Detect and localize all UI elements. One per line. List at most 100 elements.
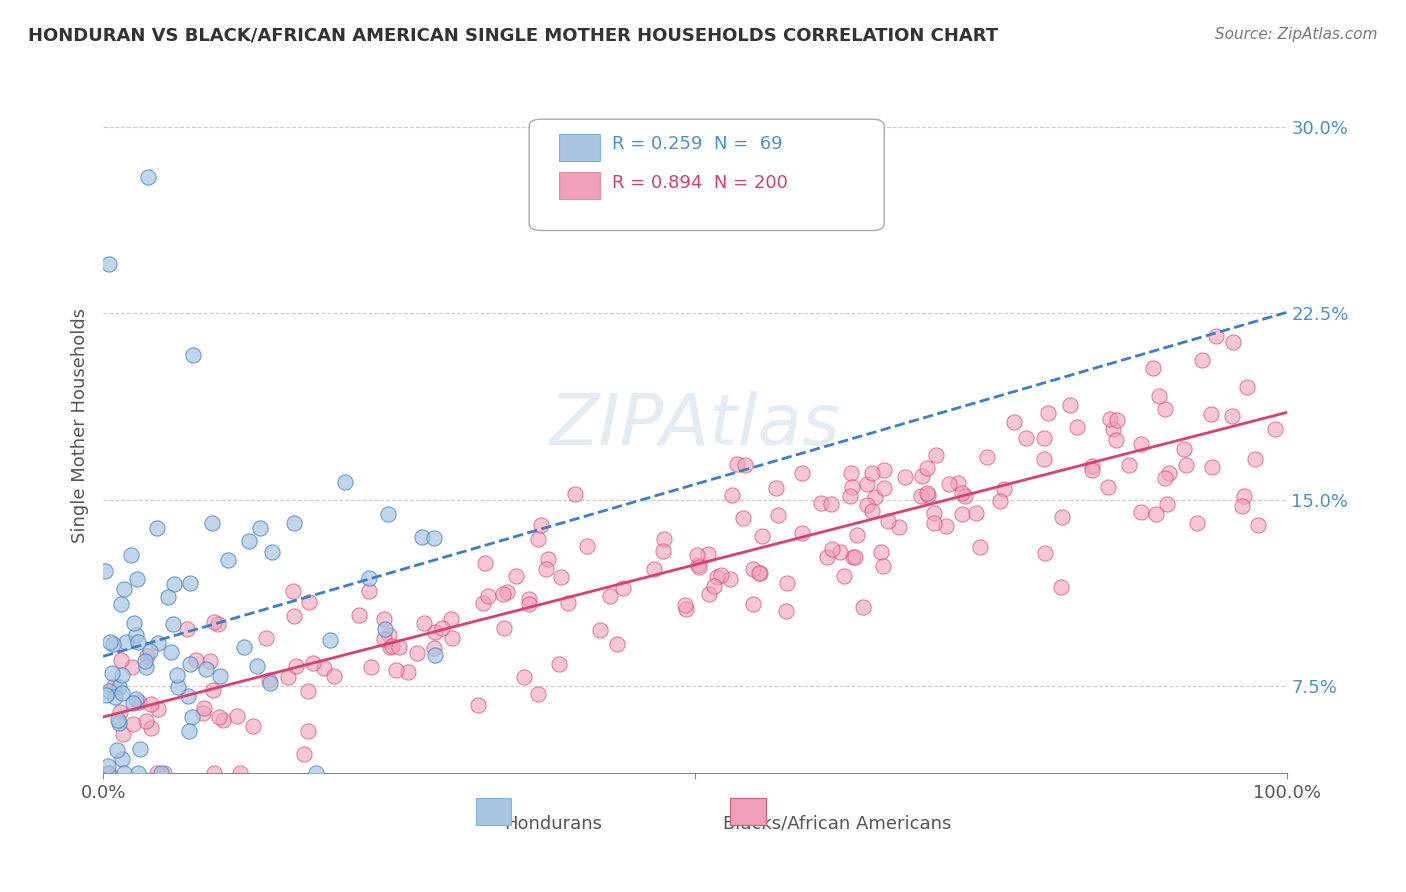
Point — [208, 710, 231, 724]
Point — [112, 766, 135, 780]
Point — [495, 585, 517, 599]
Point — [145, 766, 167, 780]
Point — [312, 661, 335, 675]
Point — [135, 714, 157, 729]
Point — [536, 552, 558, 566]
Point — [111, 727, 134, 741]
Point — [1081, 462, 1104, 476]
Point — [238, 533, 260, 548]
Point — [135, 659, 157, 673]
Point — [193, 701, 215, 715]
Point — [1247, 517, 1270, 532]
Point — [114, 634, 136, 648]
Point — [101, 665, 124, 680]
Text: Blacks/African Americans: Blacks/African Americans — [723, 815, 950, 833]
Point — [425, 624, 447, 639]
Point — [194, 662, 217, 676]
Point — [915, 486, 938, 500]
Point — [1232, 499, 1254, 513]
Point — [125, 628, 148, 642]
Point — [938, 476, 960, 491]
Point — [136, 169, 159, 184]
Point — [226, 709, 249, 723]
Point — [423, 531, 446, 545]
Point — [323, 668, 346, 682]
Point — [373, 632, 395, 646]
Point — [167, 680, 190, 694]
Point — [378, 628, 401, 642]
Point — [1002, 415, 1025, 429]
Point — [706, 569, 728, 583]
Point — [917, 488, 939, 502]
Point — [1033, 430, 1056, 444]
Point — [98, 766, 121, 780]
Point — [870, 545, 893, 559]
Point — [1050, 580, 1073, 594]
Point — [643, 562, 665, 576]
Point — [1157, 467, 1180, 481]
Point — [97, 766, 120, 780]
Point — [1199, 407, 1222, 421]
Point — [1015, 431, 1038, 445]
Point — [467, 698, 489, 712]
Point — [201, 516, 224, 530]
Point — [179, 576, 201, 591]
Point — [108, 680, 131, 694]
Point — [374, 622, 396, 636]
Point — [721, 488, 744, 502]
Point — [191, 706, 214, 721]
Point — [432, 621, 454, 635]
Point — [734, 458, 756, 472]
Point — [112, 582, 135, 597]
Point — [946, 475, 969, 490]
Point — [894, 470, 917, 484]
Point — [129, 742, 152, 756]
Point — [283, 609, 305, 624]
Point — [872, 558, 894, 573]
Point — [202, 615, 225, 629]
Point — [856, 498, 879, 512]
Point — [513, 669, 536, 683]
Point — [718, 572, 741, 586]
Point — [259, 675, 281, 690]
Point — [94, 564, 117, 578]
Point — [1205, 329, 1227, 343]
Point — [146, 702, 169, 716]
Point — [198, 654, 221, 668]
Point — [1201, 460, 1223, 475]
Point — [101, 637, 124, 651]
Point — [128, 695, 150, 709]
Point — [423, 641, 446, 656]
Point — [98, 683, 121, 698]
FancyBboxPatch shape — [529, 120, 884, 230]
Point — [993, 482, 1015, 496]
Point — [910, 489, 932, 503]
Point — [385, 663, 408, 677]
Point — [988, 494, 1011, 508]
FancyBboxPatch shape — [558, 134, 600, 161]
Point — [179, 723, 201, 738]
Point — [766, 508, 789, 523]
Point — [377, 507, 399, 521]
Point — [1243, 451, 1265, 466]
Point — [652, 544, 675, 558]
Point — [612, 582, 634, 596]
Point — [423, 648, 446, 663]
Point — [181, 347, 204, 361]
Point — [412, 615, 434, 630]
Point — [257, 673, 280, 687]
Point — [177, 689, 200, 703]
Point — [1066, 420, 1088, 434]
Point — [477, 590, 499, 604]
Point — [180, 710, 202, 724]
Point — [146, 635, 169, 649]
Point — [749, 566, 772, 580]
Point — [922, 516, 945, 531]
Point — [156, 590, 179, 604]
Point — [1142, 361, 1164, 376]
Point — [976, 450, 998, 464]
Point — [1264, 422, 1286, 436]
Point — [1147, 389, 1170, 403]
Point — [166, 668, 188, 682]
Point — [179, 657, 201, 671]
